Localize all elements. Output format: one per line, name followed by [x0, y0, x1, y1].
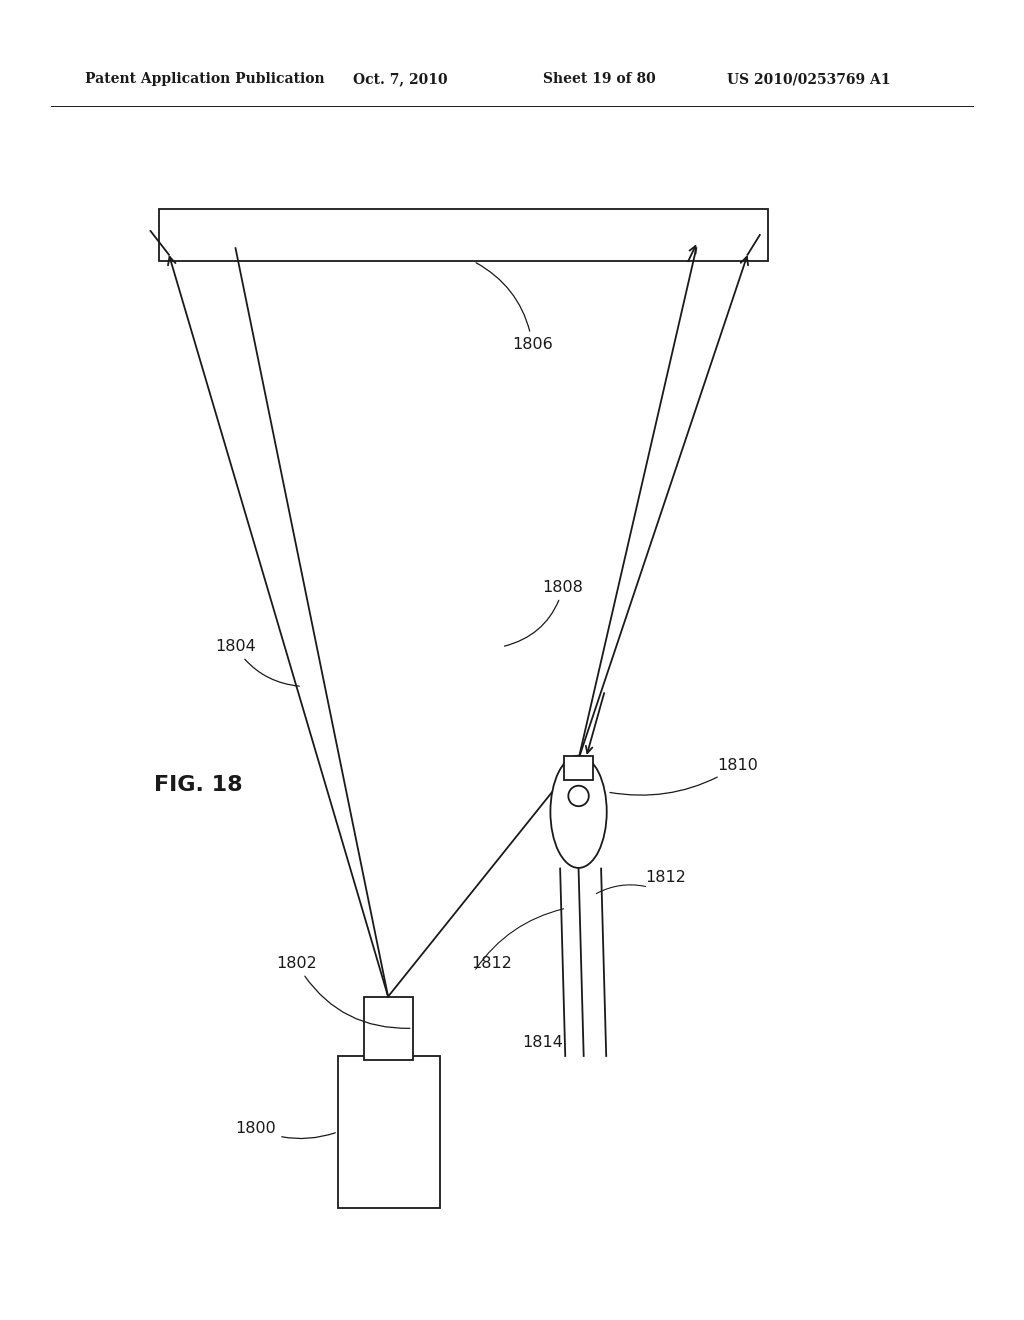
Bar	[338, 1056, 440, 1208]
Text: 1806: 1806	[476, 263, 553, 351]
Ellipse shape	[568, 785, 589, 807]
Text: 1800: 1800	[236, 1121, 335, 1139]
Ellipse shape	[551, 755, 606, 869]
Text: 1804: 1804	[215, 639, 299, 686]
Text: FIG. 18: FIG. 18	[154, 775, 243, 796]
Text: Sheet 19 of 80: Sheet 19 of 80	[543, 73, 655, 86]
Bar	[564, 756, 593, 780]
Bar	[364, 997, 413, 1060]
Text: US 2010/0253769 A1: US 2010/0253769 A1	[727, 73, 891, 86]
Text: 1812: 1812	[471, 956, 512, 972]
Text: 1802: 1802	[276, 956, 410, 1028]
Bar	[159, 209, 768, 261]
Text: 1812: 1812	[645, 870, 686, 886]
Text: Oct. 7, 2010: Oct. 7, 2010	[353, 73, 447, 86]
Text: Patent Application Publication: Patent Application Publication	[85, 73, 325, 86]
Text: 1810: 1810	[610, 758, 758, 795]
Text: 1808: 1808	[505, 579, 584, 645]
Text: 1814: 1814	[522, 1035, 563, 1051]
